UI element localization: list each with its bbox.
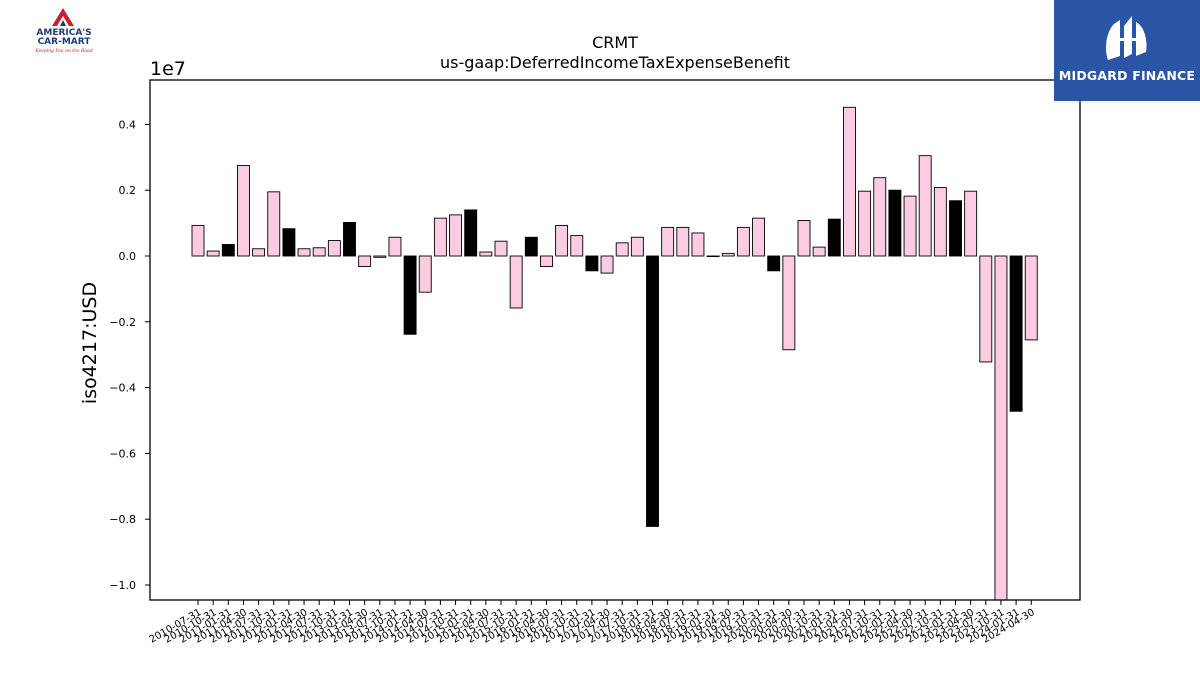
bar-2020-10-31	[812, 246, 826, 257]
y-tick-label: 0.0	[119, 250, 137, 263]
bar-2022-07-31	[918, 155, 932, 257]
bar-2021-04-30	[843, 106, 856, 257]
bar-2013-01-31	[343, 221, 356, 257]
y-tick-label: −1.0	[109, 579, 136, 592]
car-mart-tagline: Keeping You on the Road	[35, 49, 93, 54]
chart-title: CRMT	[592, 33, 638, 52]
bar-2017-01-31	[585, 255, 599, 272]
bar-2019-01-31	[706, 255, 720, 258]
bar-2015-01-31	[464, 209, 478, 257]
y-tick-label: −0.6	[109, 447, 136, 460]
bar-2011-01-31	[221, 244, 235, 257]
bar-2019-04-30	[721, 252, 735, 257]
bar-2011-10-31	[267, 191, 281, 257]
bar-2016-01-31	[524, 236, 538, 257]
bar-2010-07-31	[191, 224, 205, 257]
bar-2024-04-30	[1024, 255, 1038, 341]
bar-2023-10-31	[994, 255, 1008, 601]
bar-2014-10-31	[449, 214, 462, 257]
bar-2015-04-30	[479, 251, 493, 257]
bar-2022-04-30	[903, 195, 917, 257]
y-axis-label: iso4217:USD	[79, 282, 101, 404]
y-offset-label: 1e7	[150, 58, 186, 80]
bar-2014-01-31	[403, 255, 417, 335]
bar-2018-10-31	[691, 232, 705, 257]
bar-2012-10-31	[327, 240, 341, 257]
bar-2021-10-31	[873, 177, 887, 257]
y-tick-label: 0.4	[119, 118, 137, 131]
bar-2017-04-30	[600, 255, 614, 274]
bar-2013-07-31	[373, 255, 387, 258]
bar-2014-04-30	[418, 255, 432, 293]
bar-2024-01-31	[1009, 255, 1023, 412]
y-tick-label: −0.4	[109, 382, 136, 395]
bar-2014-07-31	[433, 217, 447, 257]
americas-car-mart-logo: AMERICA'S CAR-MART Keeping You on the Ro…	[26, 6, 102, 58]
bar-2021-01-31	[827, 218, 841, 257]
y-tick-label: −0.2	[109, 316, 136, 329]
chart-subtitle: us-gaap:DeferredIncomeTaxExpenseBenefit	[440, 53, 790, 72]
car-mart-arch-icon	[52, 8, 74, 26]
bar-2013-04-30	[358, 255, 372, 267]
bar-2012-04-30	[297, 248, 311, 257]
bar-2017-07-31	[615, 242, 629, 257]
bar-2018-04-30	[661, 226, 675, 257]
bar-2010-10-31	[206, 250, 220, 257]
bar-2016-04-30	[540, 255, 553, 267]
plot-frame	[149, 79, 1081, 601]
car-mart-name-line1: AMERICA'S	[36, 28, 92, 38]
bar-2020-01-31	[767, 255, 781, 272]
bar-2018-01-31	[646, 255, 659, 527]
bar-2020-04-30	[782, 255, 796, 351]
car-mart-name-line2: CAR-MART	[37, 37, 91, 47]
midgard-finance-logo: MIDGARD FINANCE	[1054, 0, 1200, 101]
bar-2022-10-31	[933, 187, 947, 257]
bar-2011-07-31	[252, 248, 266, 257]
bar-2023-07-31	[979, 255, 993, 363]
bar-2018-07-31	[676, 226, 690, 257]
bar-2012-07-31	[312, 247, 326, 257]
y-tick-label: 0.2	[119, 184, 137, 197]
bar-2016-10-31	[570, 235, 584, 257]
midgard-finance-wordmark: MIDGARD FINANCE	[1058, 68, 1196, 83]
bar-2015-10-31	[509, 255, 523, 309]
bar-2016-07-31	[555, 224, 569, 257]
bar-2011-04-30	[236, 165, 250, 257]
midgard-emblem-icon	[1106, 16, 1147, 60]
bar-2019-07-31	[736, 226, 750, 257]
bar-2012-01-31	[282, 228, 296, 257]
bar-2022-01-31	[888, 189, 902, 257]
bar-2015-07-31	[494, 240, 508, 257]
bar-2017-10-31	[630, 236, 644, 257]
bar-2019-10-31	[752, 217, 765, 257]
bar-2020-07-31	[797, 220, 811, 257]
y-tick-label: −0.8	[109, 513, 136, 526]
bar-2013-10-31	[388, 236, 402, 257]
bar-2023-01-31	[949, 200, 962, 257]
bar-2021-07-31	[858, 190, 872, 257]
bar-2023-04-30	[964, 190, 978, 257]
